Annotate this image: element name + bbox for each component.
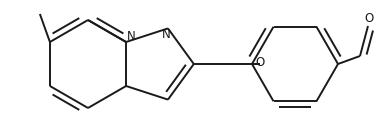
Text: O: O [364, 13, 374, 25]
Text: N: N [162, 28, 170, 41]
Text: N: N [127, 30, 136, 44]
Text: O: O [255, 56, 264, 68]
